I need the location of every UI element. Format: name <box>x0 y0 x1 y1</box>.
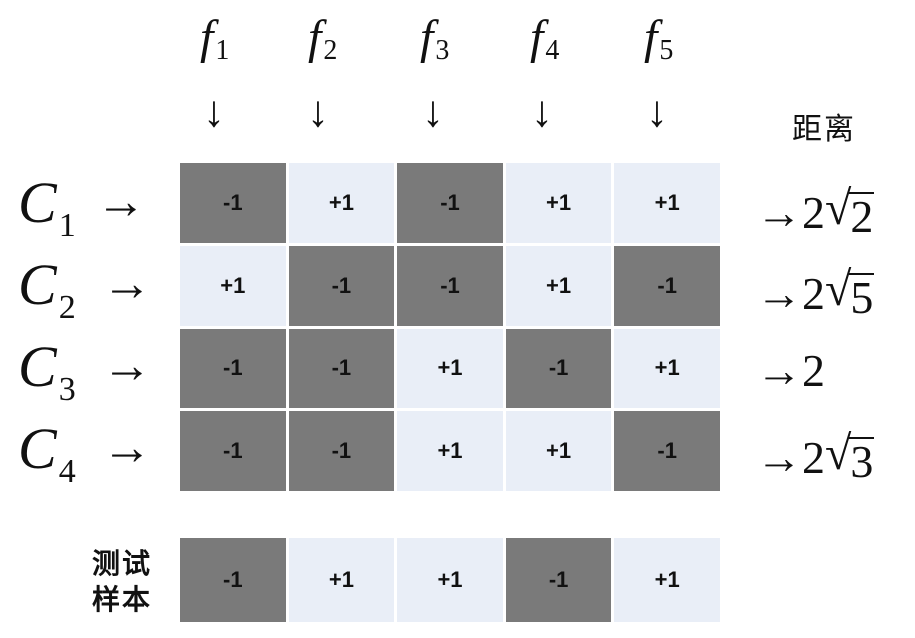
feature-label-f5: f5 <box>644 11 674 66</box>
matrix-cell: -1 <box>288 245 395 326</box>
class-label-c4: C4 <box>18 416 76 490</box>
matrix-cell: -1 <box>180 163 286 243</box>
matrix-cell: -1 <box>397 245 503 326</box>
down-arrow-icon: ↓ <box>422 87 444 136</box>
matrix-cell: -1 <box>505 328 612 409</box>
class-label-c2: C2 <box>18 252 76 326</box>
sqrt-expression: √ 2 <box>825 182 875 242</box>
matrix-cell: +1 <box>614 163 720 243</box>
matrix-cell: -1 <box>288 328 395 409</box>
test-cell: +1 <box>288 538 395 622</box>
feature-label-f1: f1 <box>200 11 230 66</box>
down-arrow-icon: ↓ <box>531 87 553 136</box>
right-arrow-icon: → <box>756 267 802 319</box>
matrix-cell: +1 <box>505 411 612 491</box>
test-cell: +1 <box>614 538 720 622</box>
distance-coefficient: 2 <box>802 431 825 483</box>
distance-title: 距离 <box>792 112 856 147</box>
matrix-cell: +1 <box>614 328 720 409</box>
test-cell: -1 <box>505 538 612 622</box>
feature-label-f2: f2 <box>308 11 338 66</box>
class-label-c3: C3 <box>18 334 76 408</box>
down-arrow-icon: ↓ <box>203 87 225 136</box>
radicand: 2 <box>849 191 875 242</box>
test-cell: -1 <box>180 538 286 622</box>
distance-coefficient: 2 <box>802 345 825 396</box>
distance-c4: → 2 √ 3 <box>756 427 875 487</box>
matrix-cell: -1 <box>180 411 286 491</box>
right-arrow-icon: → <box>756 345 802 396</box>
radicand: 5 <box>849 272 875 323</box>
right-arrow-icon: → <box>102 419 152 475</box>
matrix-cell: -1 <box>397 163 503 243</box>
matrix-cell: -1 <box>614 245 720 326</box>
matrix-cell: +1 <box>397 328 503 409</box>
sqrt-expression: √ 3 <box>825 427 875 487</box>
distance-c1: → 2 √ 2 <box>756 182 875 242</box>
code-matrix: -1 +1 -1 +1 +1 +1 -1 -1 +1 -1 -1 -1 +1 -… <box>180 163 720 491</box>
radicand: 3 <box>849 436 875 487</box>
down-arrow-icon: ↓ <box>646 87 668 136</box>
right-arrow-icon: → <box>102 255 152 311</box>
feature-label-f3: f3 <box>420 11 450 66</box>
test-sample-row: -1 +1 +1 -1 +1 <box>180 538 720 622</box>
distance-c3: → 2 <box>756 348 825 394</box>
matrix-cell: +1 <box>397 411 503 491</box>
test-cell: +1 <box>397 538 503 622</box>
matrix-cell: +1 <box>505 163 612 243</box>
test-sample-label: 测试 样本 <box>91 547 152 616</box>
matrix-cell: -1 <box>180 328 286 409</box>
distance-coefficient: 2 <box>802 267 825 319</box>
sqrt-expression: √ 5 <box>825 263 875 323</box>
right-arrow-icon: → <box>756 431 802 483</box>
distance-c2: → 2 √ 5 <box>756 263 875 323</box>
right-arrow-icon: → <box>756 186 802 238</box>
right-arrow-icon: → <box>96 173 146 229</box>
matrix-cell: +1 <box>505 245 612 326</box>
class-label-c1: C1 <box>18 170 76 244</box>
down-arrow-icon: ↓ <box>307 87 329 136</box>
feature-label-f4: f4 <box>530 11 560 66</box>
matrix-cell: +1 <box>288 163 395 243</box>
right-arrow-icon: → <box>102 337 152 393</box>
matrix-cell: +1 <box>180 245 286 326</box>
distance-coefficient: 2 <box>802 186 825 238</box>
matrix-cell: -1 <box>614 411 720 491</box>
matrix-cell: -1 <box>288 411 395 491</box>
